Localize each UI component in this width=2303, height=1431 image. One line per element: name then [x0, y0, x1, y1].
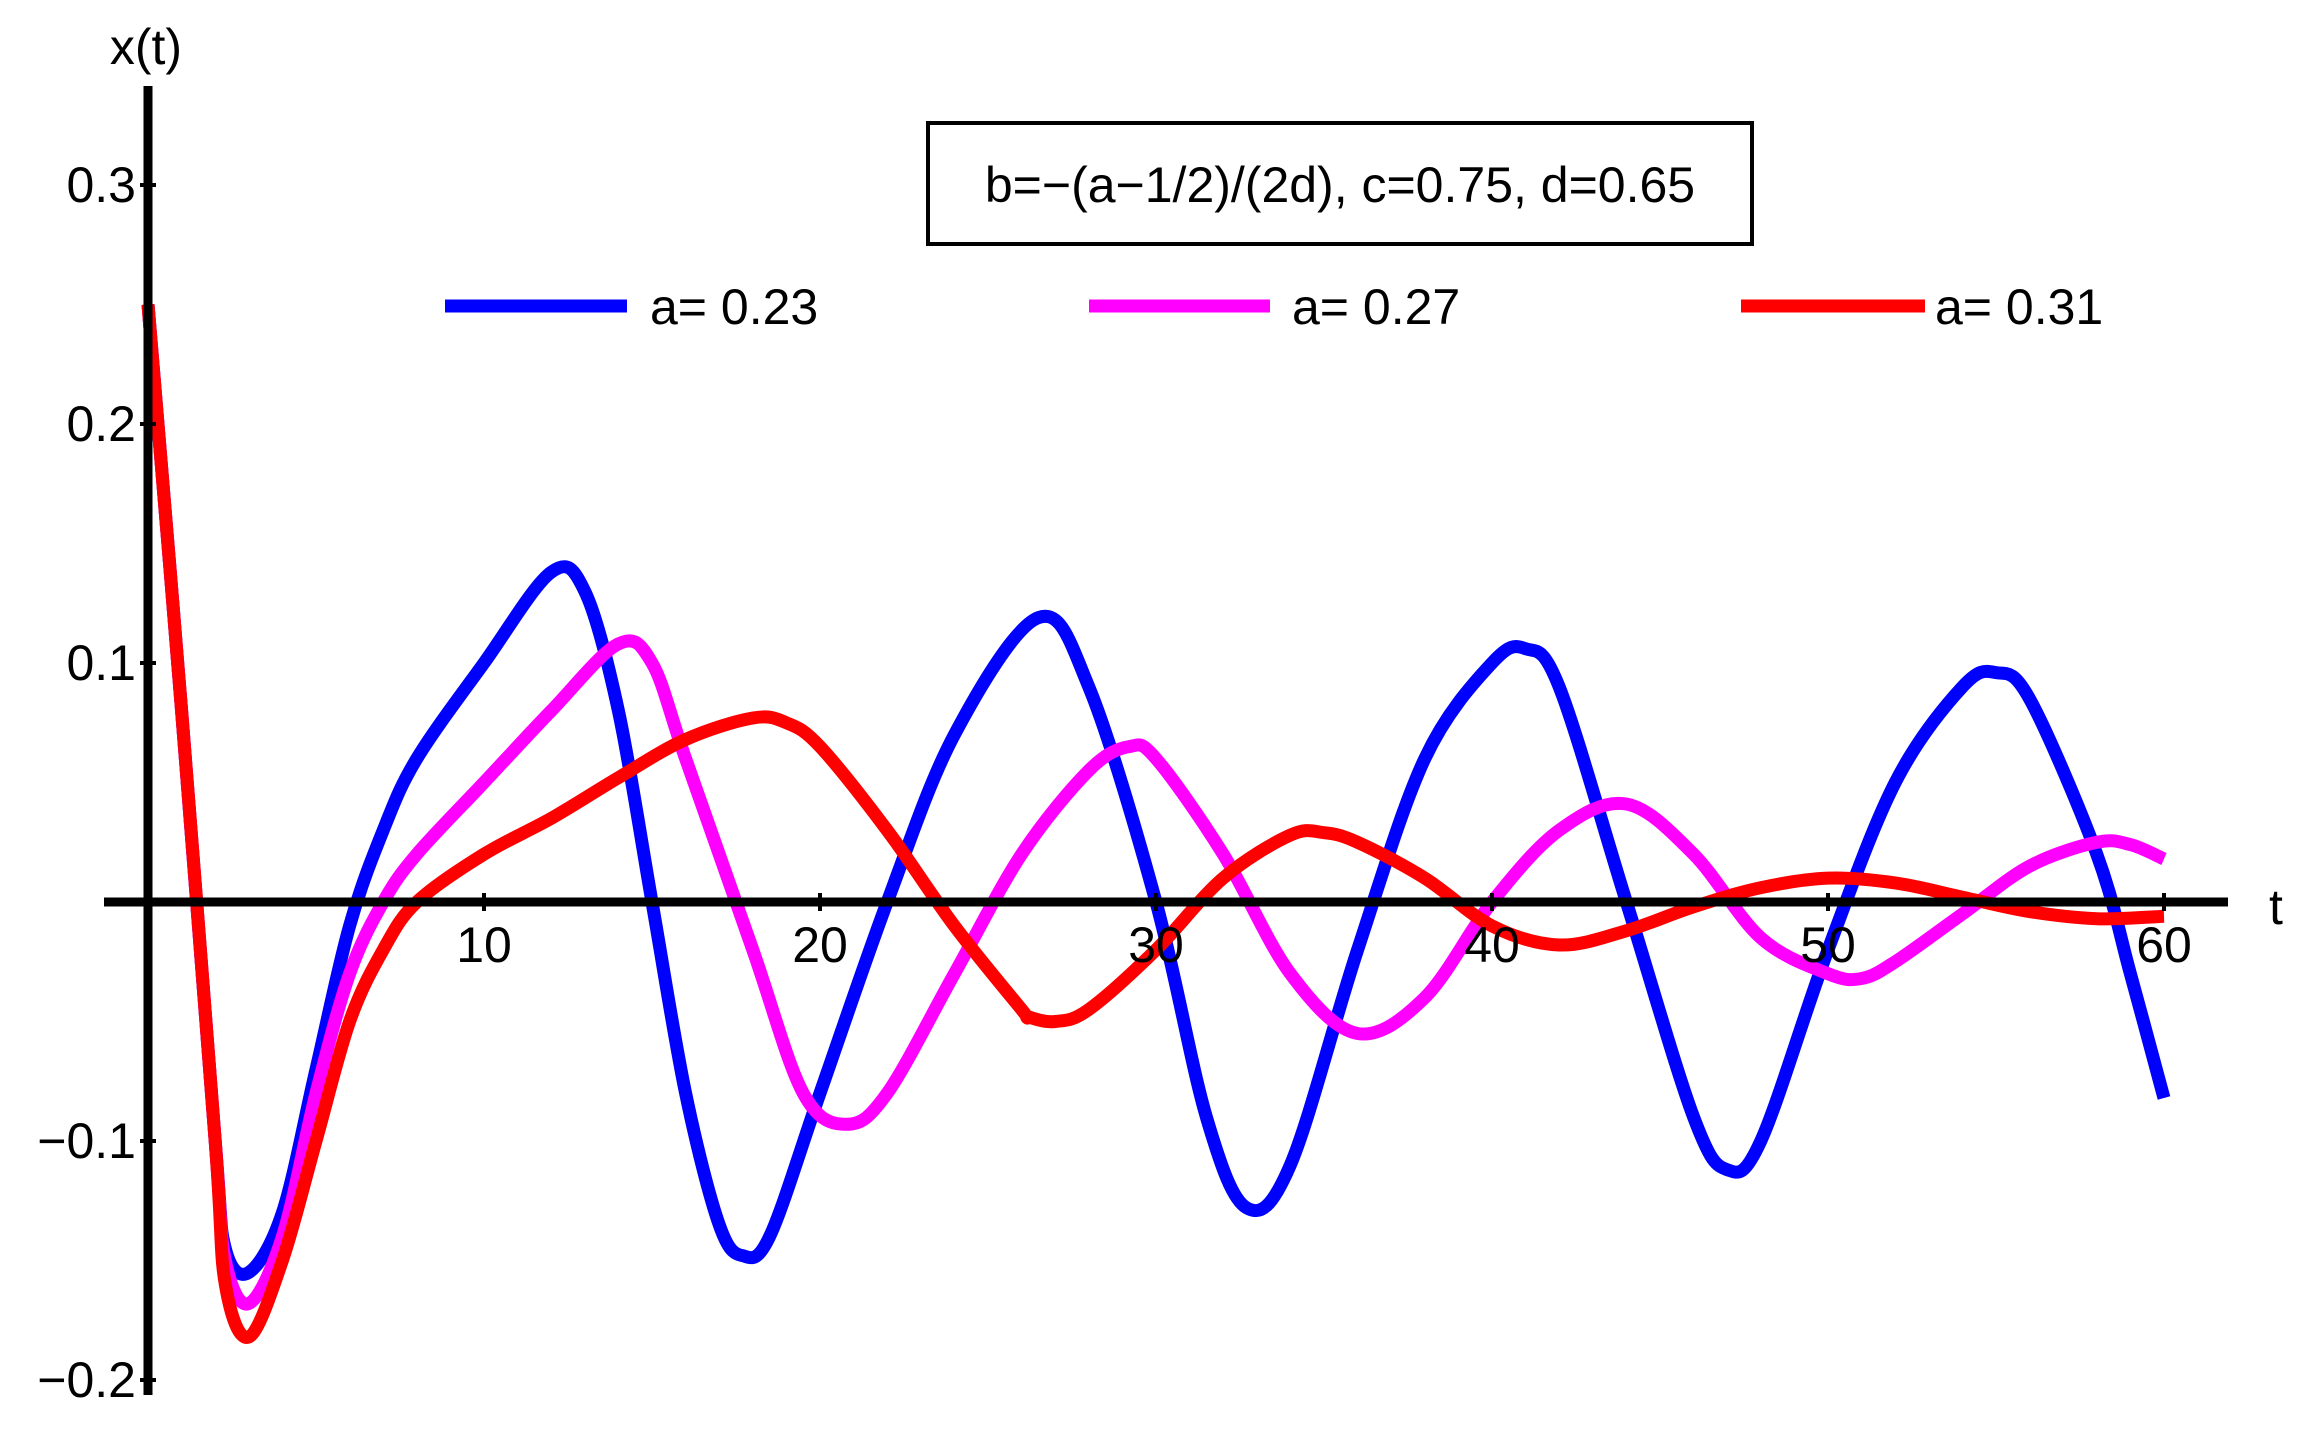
series-line-3 — [141, 303, 2165, 1344]
legend-label-1: a= 0.23 — [650, 279, 818, 335]
x-tick-label: 10 — [456, 917, 512, 973]
x-tick-label: 50 — [1800, 917, 1856, 973]
x-tick-label: 60 — [2136, 917, 2192, 973]
series-layer — [141, 303, 2171, 1344]
series-line-1 — [141, 303, 2171, 1281]
y-tick-label: 0.2 — [66, 396, 136, 452]
y-axis-label: x(t) — [110, 19, 182, 75]
y-tick-label: −0.1 — [37, 1113, 136, 1169]
y-tick-label: −0.2 — [37, 1352, 136, 1408]
y-tick-label: 0.3 — [66, 157, 136, 213]
x-tick-label: 20 — [792, 917, 848, 973]
annotation-text: b=−(a−1/2)/(2d), c=0.75, d=0.65 — [985, 157, 1695, 213]
x-tick-label: 30 — [1128, 917, 1184, 973]
legend: b=−(a−1/2)/(2d), c=0.75, d=0.65 a= 0.23 a=… — [445, 121, 2103, 335]
x-tick-label: 40 — [1464, 917, 1520, 973]
series-line-2 — [141, 303, 2167, 1311]
axes-layer: 10 20 30 40 50 60 −0.2 −0.1 0.1 0.2 0.3 t x(t) — [37, 19, 2283, 1408]
legend-label-3: a= 0.31 — [1935, 279, 2103, 335]
y-tick-label: 0.1 — [66, 635, 136, 691]
legend-label-2: a= 0.27 — [1292, 279, 1460, 335]
annotation-box — [926, 121, 1754, 246]
x-axis-label: t — [2269, 879, 2283, 935]
